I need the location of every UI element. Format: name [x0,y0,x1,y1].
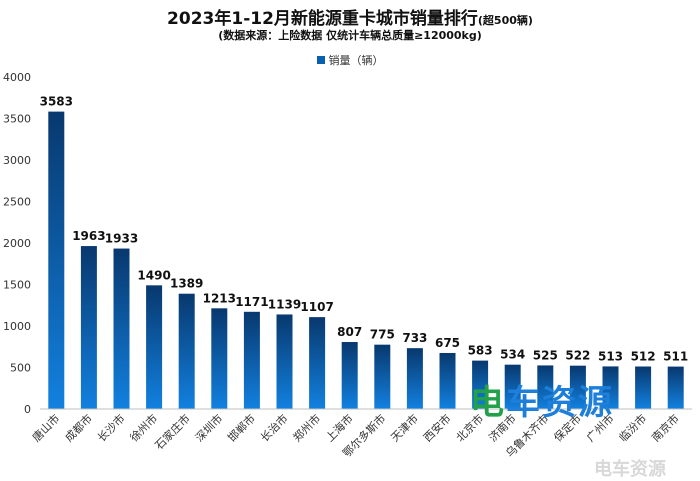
bar-value-label: 1490 [137,268,170,282]
chart-legend: 销量（辆） [0,52,700,68]
watermark-logo-a: 电 [470,383,506,423]
y-tick-label: 1000 [3,320,31,333]
x-category-label: 唐山市 [29,411,62,444]
watermark-text: 电车资源 [594,459,666,480]
x-category-label: 西安市 [420,411,453,444]
bar [439,352,456,409]
y-tick-label: 4000 [3,71,31,84]
bar [341,342,358,409]
bar [667,366,684,409]
bar-value-label: 511 [663,350,688,364]
bar [537,365,554,409]
y-tick-label: 3000 [3,154,31,167]
legend-swatch [316,56,325,64]
legend-label: 销量（辆） [328,54,384,67]
y-tick-label: 3500 [3,113,31,126]
bar [635,366,652,409]
bar [113,248,130,409]
bar-value-label: 512 [631,350,656,364]
y-tick-label: 1500 [3,279,31,292]
bar-value-label: 513 [598,349,623,363]
bar-value-label: 1963 [72,229,105,243]
x-category-label: 长沙市 [94,411,127,444]
bar [472,360,489,409]
bar-value-label: 522 [565,349,590,363]
y-tick-label: 0 [24,403,31,416]
y-tick-label: 500 [10,362,31,375]
x-category-label: 石家庄市 [152,411,193,452]
bar-value-label: 1139 [268,297,301,311]
chart-title-main: 2023年1-12月新能源重卡城市销量排行 [167,9,478,29]
bar-value-label: 1107 [300,300,333,314]
bar [504,364,521,409]
bar-value-label: 1389 [170,277,203,291]
bar [146,285,163,409]
watermark-logo: 电车资源 [470,375,614,424]
x-category-label: 成都市 [62,411,95,444]
watermark-logo-b: 车资源 [506,383,614,423]
bar [211,308,228,409]
bar [374,344,391,409]
chart-subtitle: (数据来源：上险数据 仅统计车辆总质量≥12000kg) [218,29,482,42]
bar-value-label: 775 [370,328,395,342]
bar [80,246,97,409]
x-category-label: 郑州市 [290,411,323,444]
y-tick-label: 2500 [3,196,31,209]
bar-value-label: 3583 [40,95,73,109]
bar-value-label: 525 [533,348,558,362]
bar [569,365,586,409]
bar [406,348,423,409]
bar-value-label: 1171 [235,295,268,309]
bar [48,111,65,410]
bar [309,317,326,409]
chart-title-suffix: (超500辆) [477,14,533,27]
bar-value-label: 733 [402,331,427,345]
bar-value-label: 1213 [203,291,236,305]
x-category-label: 邯郸市 [225,411,258,444]
bar [243,311,260,409]
bar-value-label: 807 [337,325,362,339]
bar [178,293,195,409]
bar-value-label: 583 [468,344,493,358]
chart-title: 2023年1-12月新能源重卡城市销量排行(超500辆) [0,4,700,29]
bar [276,314,293,409]
x-category-label: 长治市 [257,411,290,444]
bar [602,366,619,409]
bar-value-label: 675 [435,336,460,350]
x-category-label: 南京市 [649,411,682,444]
bar-value-label: 1933 [105,232,138,246]
y-tick-label: 2000 [3,237,31,250]
x-category-label: 天津市 [388,411,421,444]
x-category-label: 深圳市 [192,411,225,444]
x-category-label: 临汾市 [616,411,649,444]
bar-value-label: 534 [500,348,525,362]
